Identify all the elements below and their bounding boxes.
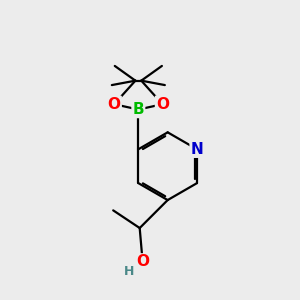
Text: O: O xyxy=(108,97,121,112)
Text: B: B xyxy=(133,102,144,117)
Text: N: N xyxy=(190,142,203,157)
Text: O: O xyxy=(136,254,149,269)
Text: O: O xyxy=(156,97,169,112)
Text: H: H xyxy=(124,265,135,278)
